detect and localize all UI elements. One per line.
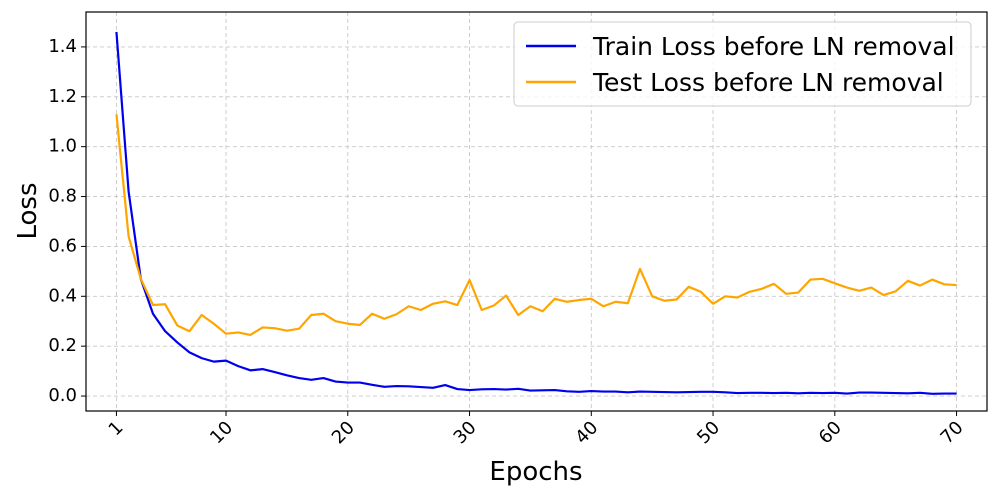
y-tick-label: 1.4 — [48, 36, 77, 57]
y-tick-label: 0.6 — [48, 235, 77, 256]
series-line-train-loss — [115, 31, 957, 395]
legend-label-train: Train Loss before LN removal — [592, 32, 955, 61]
y-tick-label: 1.2 — [48, 86, 77, 107]
legend: Train Loss before LN removal Test Loss b… — [513, 21, 972, 107]
series-line-test-loss — [115, 114, 957, 337]
legend-label-test: Test Loss before LN removal — [592, 68, 944, 97]
legend-box — [513, 21, 972, 107]
y-axis-label: Loss — [13, 182, 43, 239]
y-tick-label: 0.0 — [48, 385, 77, 406]
y-tick-label: 0.2 — [48, 335, 77, 356]
series-group — [115, 31, 957, 395]
y-tick-label: 0.8 — [48, 186, 77, 207]
plot-frame — [85, 11, 988, 412]
x-axis-label: Epochs — [489, 457, 582, 487]
y-tick-label: 1.0 — [48, 136, 77, 157]
y-tick-label: 0.4 — [48, 285, 77, 306]
